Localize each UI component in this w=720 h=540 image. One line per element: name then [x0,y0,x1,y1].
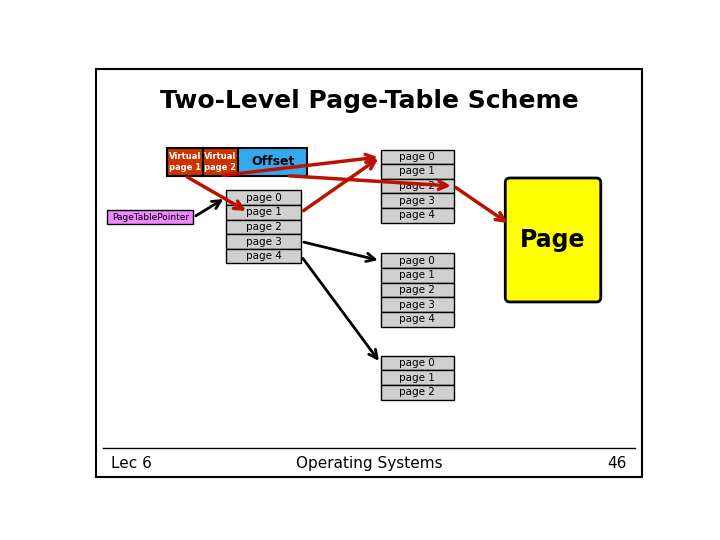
Text: page 2: page 2 [399,387,435,397]
Bar [381,193,454,208]
Bar [226,249,301,264]
Text: page 2: page 2 [399,285,435,295]
Text: page 2: page 2 [399,181,435,191]
Text: page 4: page 4 [399,314,435,325]
Text: Two-Level Page-Table Scheme: Two-Level Page-Table Scheme [160,89,578,113]
Bar [381,268,454,283]
Bar [226,205,301,220]
Bar [226,220,301,234]
Bar [226,190,301,205]
Text: page 3: page 3 [399,300,435,309]
Text: page 0: page 0 [400,152,435,162]
Bar [203,148,238,176]
FancyBboxPatch shape [505,178,600,302]
Text: page 1: page 1 [246,207,282,217]
Bar [381,356,454,370]
Text: page 1: page 1 [399,166,435,177]
Text: page 0: page 0 [246,193,282,202]
Text: Offset: Offset [251,156,294,168]
Text: Virtual
page 1: Virtual page 1 [168,152,201,172]
Text: page 0: page 0 [400,256,435,266]
Text: page 4: page 4 [399,211,435,220]
Text: page 0: page 0 [400,358,435,368]
Text: page 3: page 3 [399,195,435,206]
Text: page 1: page 1 [399,271,435,280]
Text: Lec 6: Lec 6 [111,456,152,471]
Text: Virtual
page 2: Virtual page 2 [204,152,237,172]
Bar [381,208,454,222]
Text: Operating Systems: Operating Systems [296,456,442,471]
Text: page 4: page 4 [246,251,282,261]
Bar [381,370,454,385]
Bar [167,148,203,176]
Text: PageTablePointer: PageTablePointer [112,213,189,222]
Text: Page: Page [521,228,586,252]
Text: page 3: page 3 [246,237,282,247]
Bar [226,234,301,249]
Bar [381,298,454,312]
Bar [381,164,454,179]
Bar [238,148,307,176]
Text: 46: 46 [608,456,627,471]
Bar [381,150,454,164]
Bar [381,312,454,327]
Text: page 1: page 1 [399,373,435,383]
Bar [381,283,454,298]
Text: page 2: page 2 [246,222,282,232]
Bar [381,385,454,400]
Bar [381,179,454,193]
Bar [107,210,194,224]
Bar [381,253,454,268]
